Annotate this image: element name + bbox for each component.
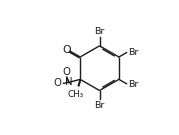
Text: O: O: [63, 67, 71, 77]
Text: Br: Br: [128, 80, 139, 89]
Text: Br: Br: [94, 27, 104, 36]
Text: O: O: [62, 45, 71, 55]
Text: Br: Br: [128, 48, 139, 57]
Text: N: N: [65, 77, 72, 87]
Text: CH₃: CH₃: [68, 90, 84, 99]
Text: O: O: [53, 78, 61, 88]
Text: Br: Br: [95, 101, 105, 110]
